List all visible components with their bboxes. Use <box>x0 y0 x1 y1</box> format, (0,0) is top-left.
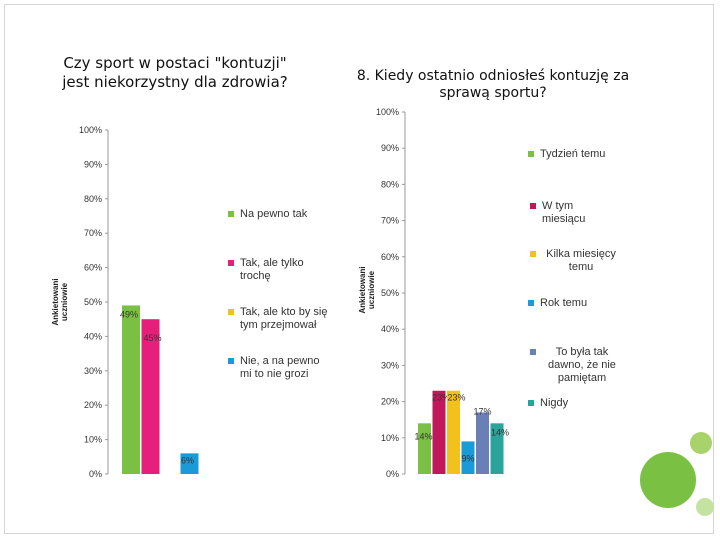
chart2-bar <box>447 390 460 474</box>
chart2-bar <box>476 412 489 474</box>
chart1-bar <box>122 305 140 474</box>
chart2-legend-item: Kilka miesięcy temu <box>530 248 620 274</box>
chart1-y-axis-title-line: Ankietowani <box>51 278 60 325</box>
chart1-data-label: 49% <box>120 309 138 319</box>
chart2-legend-swatch <box>528 151 534 157</box>
chart2-legend-label: Tydzień temu <box>540 148 606 160</box>
chart1-data-label: 45% <box>143 333 161 343</box>
chart2-data-label: 9% <box>461 453 474 463</box>
chart1-y-tick-label: 60% <box>84 263 102 273</box>
chart1-legend-swatch <box>228 260 234 266</box>
chart1-y-tick-label: 30% <box>84 366 102 376</box>
chart2-bar <box>490 423 504 474</box>
chart1-y-tick-label: 50% <box>84 297 102 307</box>
chart2-y-tick-label: 100% <box>376 107 399 117</box>
chart2-y-tick-label: 90% <box>381 143 399 153</box>
slide-border <box>4 4 714 534</box>
chart2-legend-item: Tydzień temu <box>528 148 618 161</box>
chart2-bar <box>432 390 446 474</box>
chart1-y-tick-label: 0% <box>89 469 102 479</box>
chart2-y-tick-label: 60% <box>381 252 399 262</box>
chart1-legend-swatch <box>228 309 234 315</box>
chart1-legend-label: Tak, ale tylko trochę <box>240 257 304 282</box>
chart1-y-tick-label: 10% <box>84 435 102 445</box>
chart1-y-tick-label: 80% <box>84 194 102 204</box>
chart1-legend-swatch <box>228 358 234 364</box>
chart2-bar <box>461 441 475 474</box>
chart2-legend-item: Rok temu <box>528 297 618 310</box>
chart1-y-tick-label: 40% <box>84 331 102 341</box>
chart2-legend-swatch <box>530 251 536 257</box>
chart1-y-tick-label: 70% <box>84 228 102 238</box>
chart2-title: 8. Kiedy ostatnio odniosłeś kontuzję za … <box>356 68 630 101</box>
chart1-y-axis-title-line: uczniowie <box>60 282 69 321</box>
chart2-y-tick-label: 40% <box>381 324 399 334</box>
chart2-data-label: 14% <box>414 431 432 441</box>
chart2-y-tick-label: 80% <box>381 179 399 189</box>
chart1-legend-label: Tak, ale kto by się tym przejmował <box>240 306 328 331</box>
chart2-legend-item: W tym miesiącu <box>530 200 618 226</box>
chart1-data-label: 6% <box>181 455 194 465</box>
chart2-y-tick-label: 10% <box>381 433 399 443</box>
chart2-legend-swatch <box>528 300 534 306</box>
chart2-legend-swatch <box>530 349 536 355</box>
chart2-legend-label: To była tak dawno, że nie pamiętam <box>548 346 616 384</box>
chart2-bar <box>418 423 431 474</box>
chart1-legend-item: Tak, ale kto by się tym przejmował <box>228 306 328 332</box>
decor-circle-medium <box>690 432 712 454</box>
chart2-legend-label: W tym miesiącu <box>542 200 586 225</box>
chart1-legend-item: Nie, a na pewno mi to nie grozi <box>228 355 328 381</box>
chart1-legend-item: Na pewno tak <box>228 208 328 221</box>
chart2-legend-label: Nigdy <box>540 397 569 409</box>
chart1-y-axis-title: Ankietowaniuczniowie <box>51 278 69 325</box>
chart2-y-axis-title: Ankietowaniuczniowie <box>358 266 376 313</box>
chart2-legend-item: Nigdy <box>528 397 618 410</box>
decor-circle-large <box>640 452 696 508</box>
chart2-y-axis-title-line: uczniowie <box>367 270 376 309</box>
chart2-legend-swatch <box>528 400 534 406</box>
chart2-legend-label: Kilka miesięcy temu <box>546 248 616 273</box>
chart2-data-label: 14% <box>491 427 509 437</box>
chart1-legend-label: Nie, a na pewno mi to nie grozi <box>240 355 320 380</box>
chart2-data-label: 23% <box>432 393 450 403</box>
chart2-y-tick-label: 20% <box>381 397 399 407</box>
chart2-y-tick-label: 0% <box>386 469 399 479</box>
chart2-data-label: 17% <box>473 406 491 416</box>
chart2-legend-swatch <box>530 203 536 209</box>
chart2-y-axis-title-line: Ankietowani <box>358 266 367 313</box>
decor-circle-small <box>696 498 714 516</box>
chart1-bar <box>180 453 199 474</box>
chart2-legend-label: Rok temu <box>540 297 588 309</box>
chart1-legend-swatch <box>228 211 234 217</box>
chart2-legend-item: To była tak dawno, że nie pamiętam <box>530 346 622 385</box>
chart1-y-tick-label: 100% <box>79 125 102 135</box>
chart1-bar <box>141 319 160 474</box>
chart2-y-tick-label: 50% <box>381 288 399 298</box>
chart2-y-tick-label: 70% <box>381 216 399 226</box>
chart1-legend-label: Na pewno tak <box>240 208 308 220</box>
chart1-legend-item: Tak, ale tylko trochę <box>228 257 328 283</box>
chart2-data-label: 23% <box>447 393 465 403</box>
chart2-y-tick-label: 30% <box>381 360 399 370</box>
chart1-y-tick-label: 90% <box>84 159 102 169</box>
chart1-title: Czy sport w postaci "kontuzji" jest niek… <box>62 54 288 91</box>
chart1-y-tick-label: 20% <box>84 400 102 410</box>
